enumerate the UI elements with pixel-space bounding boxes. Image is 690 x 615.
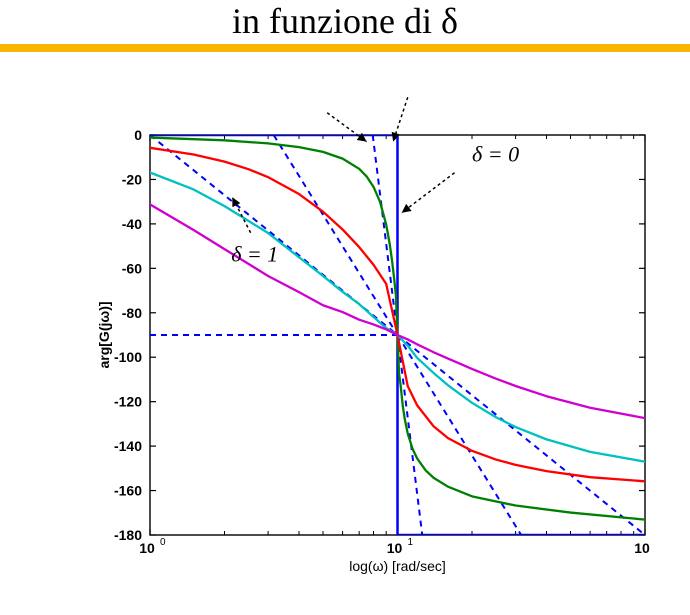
x-tick-base: 10 [387, 540, 403, 556]
yellow-rule [0, 44, 690, 52]
page-title: in funzione di δ [0, 0, 690, 42]
annotation-label: δ = 0 [472, 142, 519, 167]
x-tick-exp: 0 [160, 537, 166, 548]
y-tick-label: -120 [114, 394, 142, 410]
phase-chart: 0-20-40-60-80-100-120-140-160-1801001011… [95, 95, 655, 575]
x-axis-label: log(ω) [rad/sec] [349, 558, 446, 574]
annotation-label: δ = 1 [231, 242, 278, 267]
y-axis-label: arg[G(jω)] [96, 301, 112, 368]
y-tick-label: -140 [114, 438, 142, 454]
y-tick-label: -160 [114, 483, 142, 499]
title-text: in funzione di δ [232, 1, 458, 41]
y-tick-label: -180 [114, 527, 142, 543]
y-tick-label: 0 [134, 127, 142, 143]
y-tick-label: -100 [114, 349, 142, 365]
x-tick-base: 10 [139, 540, 155, 556]
y-tick-label: -80 [122, 305, 142, 321]
page-root: { "title": { "text": "in funzione di \u0… [0, 0, 690, 615]
x-tick-base: 10 [634, 540, 650, 556]
y-tick-label: -60 [122, 260, 142, 276]
y-tick-label: -40 [122, 216, 142, 232]
x-tick-exp: 1 [408, 537, 414, 548]
chart-svg: 0-20-40-60-80-100-120-140-160-1801001011… [95, 95, 655, 575]
y-tick-label: -20 [122, 171, 142, 187]
